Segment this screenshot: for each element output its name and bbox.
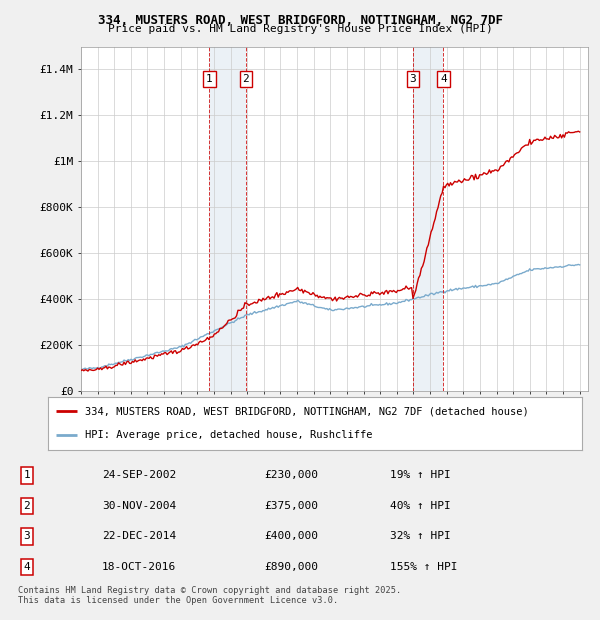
Text: Contains HM Land Registry data © Crown copyright and database right 2025.
This d: Contains HM Land Registry data © Crown c… [18, 586, 401, 605]
Text: 4: 4 [440, 74, 447, 84]
Text: 1: 1 [23, 471, 31, 480]
Bar [413, 46, 443, 391]
Text: 2: 2 [242, 74, 249, 84]
Text: Price paid vs. HM Land Registry's House Price Index (HPI): Price paid vs. HM Land Registry's House … [107, 24, 493, 34]
Text: 334, MUSTERS ROAD, WEST BRIDGFORD, NOTTINGHAM, NG2 7DF (detached house): 334, MUSTERS ROAD, WEST BRIDGFORD, NOTTI… [85, 406, 529, 416]
Text: 334, MUSTERS ROAD, WEST BRIDGFORD, NOTTINGHAM, NG2 7DF: 334, MUSTERS ROAD, WEST BRIDGFORD, NOTTI… [97, 14, 503, 27]
Text: 32% ↑ HPI: 32% ↑ HPI [390, 531, 451, 541]
Bar [209, 46, 246, 391]
Text: HPI: Average price, detached house, Rushcliffe: HPI: Average price, detached house, Rush… [85, 430, 373, 440]
Text: 4: 4 [23, 562, 31, 572]
Text: 2: 2 [23, 501, 31, 511]
Text: 40% ↑ HPI: 40% ↑ HPI [390, 501, 451, 511]
Text: 3: 3 [410, 74, 416, 84]
Text: 1: 1 [206, 74, 213, 84]
Text: 3: 3 [23, 531, 31, 541]
Text: £400,000: £400,000 [264, 531, 318, 541]
Text: 30-NOV-2004: 30-NOV-2004 [102, 501, 176, 511]
Text: 18-OCT-2016: 18-OCT-2016 [102, 562, 176, 572]
Text: £230,000: £230,000 [264, 471, 318, 480]
Text: 155% ↑ HPI: 155% ↑ HPI [390, 562, 458, 572]
Text: 22-DEC-2014: 22-DEC-2014 [102, 531, 176, 541]
Text: £375,000: £375,000 [264, 501, 318, 511]
Text: £890,000: £890,000 [264, 562, 318, 572]
Text: 19% ↑ HPI: 19% ↑ HPI [390, 471, 451, 480]
Text: 24-SEP-2002: 24-SEP-2002 [102, 471, 176, 480]
